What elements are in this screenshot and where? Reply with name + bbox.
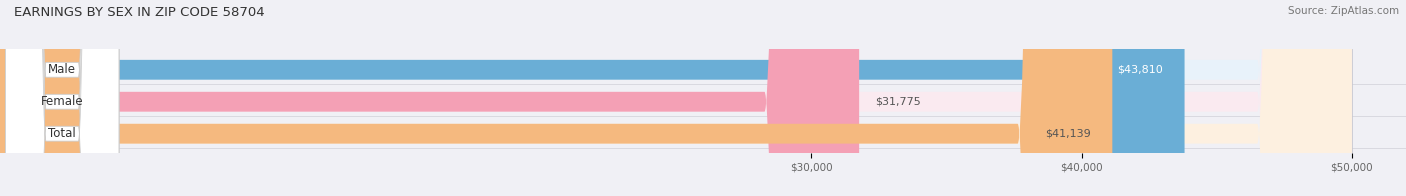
Text: $41,139: $41,139 (1045, 129, 1091, 139)
FancyBboxPatch shape (0, 0, 1185, 196)
Text: EARNINGS BY SEX IN ZIP CODE 58704: EARNINGS BY SEX IN ZIP CODE 58704 (14, 6, 264, 19)
FancyBboxPatch shape (0, 0, 859, 196)
Text: Total: Total (48, 127, 76, 140)
FancyBboxPatch shape (0, 0, 1353, 196)
FancyBboxPatch shape (0, 0, 1353, 196)
FancyBboxPatch shape (0, 0, 1353, 196)
Text: $43,810: $43,810 (1118, 65, 1163, 75)
FancyBboxPatch shape (6, 0, 120, 196)
FancyBboxPatch shape (6, 0, 120, 196)
Text: $31,775: $31,775 (876, 97, 921, 107)
Text: Female: Female (41, 95, 83, 108)
Text: Male: Male (48, 63, 76, 76)
FancyBboxPatch shape (6, 0, 120, 196)
FancyBboxPatch shape (0, 0, 1112, 196)
Text: Source: ZipAtlas.com: Source: ZipAtlas.com (1288, 6, 1399, 16)
